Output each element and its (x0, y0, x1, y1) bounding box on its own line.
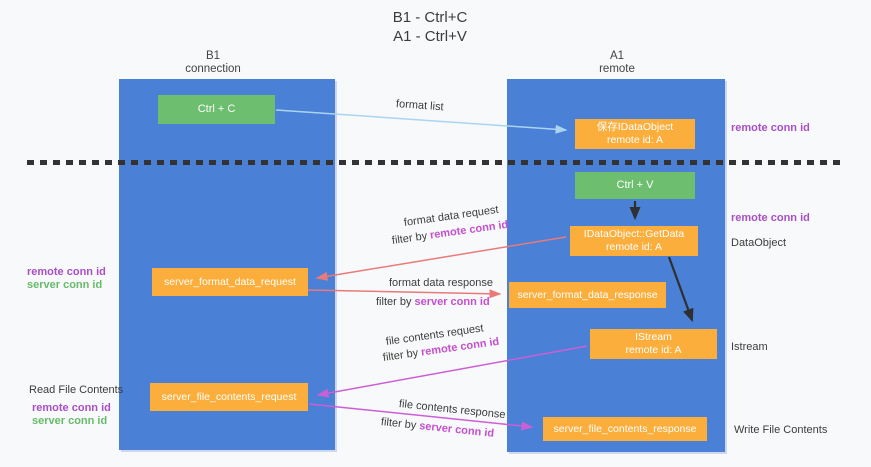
left-remote-conn-id-bottom: remote conn id (32, 402, 111, 414)
lane-a1-type: remote (599, 63, 635, 75)
lane-b1-name: B1 (205, 50, 221, 62)
node-ctrl-c: Ctrl + C (158, 95, 275, 124)
right-remote-conn-id-top: remote conn id (731, 122, 810, 134)
filter-by-text-2: filter by (376, 296, 412, 308)
label-format-list: format list (395, 98, 444, 114)
lane-header-a1: A1 remote (557, 50, 677, 76)
istream-line2: remote id: A (625, 344, 682, 356)
format-data-response-arrow (307, 289, 502, 299)
label-filter-server-1: filter by server conn id (376, 296, 490, 308)
left-remote-conn-id-top: remote conn id (27, 266, 106, 278)
node-save-idataobject: 保存IDataObject remote id: A (575, 119, 695, 149)
node-idataobject-getdata: IDataObject::GetData remote id: A (570, 226, 698, 256)
save-idataobject-line2: remote id: A (606, 134, 664, 146)
ctrl-v-label: Ctrl + V (616, 179, 654, 191)
ctrl-c-label: Ctrl + C (197, 103, 236, 115)
getdata-line2: remote id: A (605, 241, 663, 253)
title-line-2: A1 - Ctrl+V (393, 28, 467, 45)
node-istream: IStream remote id: A (590, 329, 717, 359)
server-format-data-response-label: server_format_data_response (517, 288, 658, 301)
right-remote-conn-id-mid: remote conn id (731, 212, 810, 224)
right-istream-label: Istream (731, 341, 768, 353)
left-read-file-contents-label: Read File Contents (29, 384, 124, 396)
copy-paste-divider-line (27, 160, 843, 165)
node-server-file-contents-response: server_file_contents_response (543, 417, 707, 441)
server-conn-id-text-2: server conn id (418, 420, 495, 440)
filter-by-text-3: filter by (382, 347, 419, 364)
filter-by-text-1: filter by (391, 230, 428, 247)
server-file-contents-request-label: server_file_contents_request (161, 390, 297, 403)
label-file-contents-response: file contents response (398, 398, 507, 422)
label-format-data-response: format data response (389, 277, 493, 289)
getdata-line1: IDataObject::GetData (583, 228, 685, 240)
lane-header-b1: B1 connection (153, 50, 273, 76)
right-dataobject-label: DataObject (731, 237, 787, 249)
node-server-file-contents-request: server_file_contents_request (150, 383, 308, 411)
node-server-format-data-response: server_format_data_response (509, 282, 666, 308)
istream-line1: IStream (635, 331, 672, 343)
left-server-conn-id-bottom: server conn id (32, 415, 108, 427)
server-format-data-request-label: server_format_data_request (164, 275, 296, 288)
server-file-contents-response-label: server_file_contents_response (553, 422, 697, 435)
node-server-format-data-request: server_format_data_request (152, 268, 308, 296)
left-server-conn-id-top: server conn id (27, 279, 103, 291)
label-filter-server-2: filter by server conn id (380, 416, 494, 440)
lane-b1-type: connection (185, 63, 241, 75)
diagram-title: B1 - Ctrl+C A1 - Ctrl+V (300, 8, 560, 46)
server-conn-id-text-1: server conn id (414, 296, 490, 308)
save-idataobject-line1: 保存IDataObject (596, 121, 674, 133)
right-write-file-contents-label: Write File Contents (734, 424, 828, 436)
title-line-1: B1 - Ctrl+C (392, 9, 468, 26)
filter-by-text-4: filter by (380, 416, 417, 432)
lane-a1-name: A1 (609, 50, 625, 62)
node-ctrl-v: Ctrl + V (575, 172, 695, 199)
